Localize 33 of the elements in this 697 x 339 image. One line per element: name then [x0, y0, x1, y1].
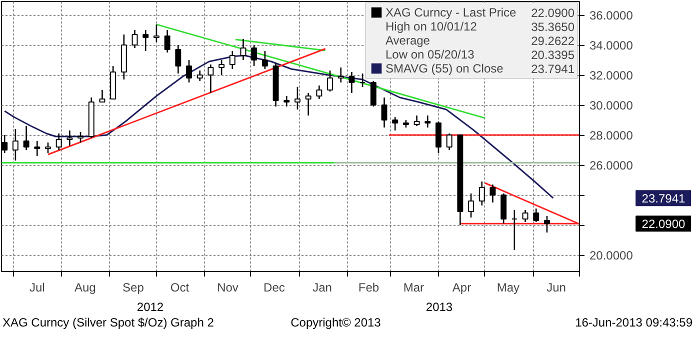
y-tick-label: 36.0000 [590, 8, 634, 22]
text: 2012 [136, 300, 164, 314]
x-tick-label: Oct [170, 280, 190, 294]
x-tick-label: Jun [546, 280, 566, 294]
text: 22.0900 [642, 217, 686, 232]
legend-label: SMAVG (55) on Close [386, 62, 504, 76]
y-tick-label: 28.0000 [590, 128, 634, 142]
x-tick-label: Dec [264, 280, 285, 294]
x-tick-label: Feb [358, 280, 380, 294]
x-tick-label: Mar [403, 280, 424, 294]
y-tick-label: 20.0000 [590, 248, 634, 262]
x-tick-label: Jul [29, 280, 45, 294]
y-tick-label: 26.0000 [590, 158, 634, 172]
x-tick-label: Nov [217, 280, 238, 294]
x-tick-label: Apr [452, 280, 472, 294]
annotation: 22.0900 [531, 6, 575, 20]
text: Low on 05/20/13 20.3395 [386, 48, 575, 62]
text: Average 29.2622 [386, 34, 575, 48]
text: Copyright© 2013 [290, 316, 382, 330]
annotation: 23.7941 [531, 62, 575, 76]
text: XAG Curncy (Silver Spot $/Oz) Graph 2 [2, 316, 214, 330]
x-tick-label: Sep [122, 280, 144, 294]
x-tick-label: Aug [74, 280, 96, 294]
text: 16-Jun-2013 09:43:59 [575, 316, 693, 330]
y-tick-label: 34.0000 [590, 38, 634, 52]
y-tick-label: 32.0000 [590, 68, 634, 82]
legend-label: XAG Curncy - Last Price [386, 6, 517, 20]
text: 23.7941 [642, 192, 686, 206]
x-tick-label: Jan [312, 280, 332, 294]
text: High on 10/01/12 35.3650 [386, 20, 575, 34]
y-tick-label: 30.0000 [590, 98, 634, 112]
x-tick-label: May [496, 280, 520, 294]
text: 2013 [426, 300, 453, 314]
